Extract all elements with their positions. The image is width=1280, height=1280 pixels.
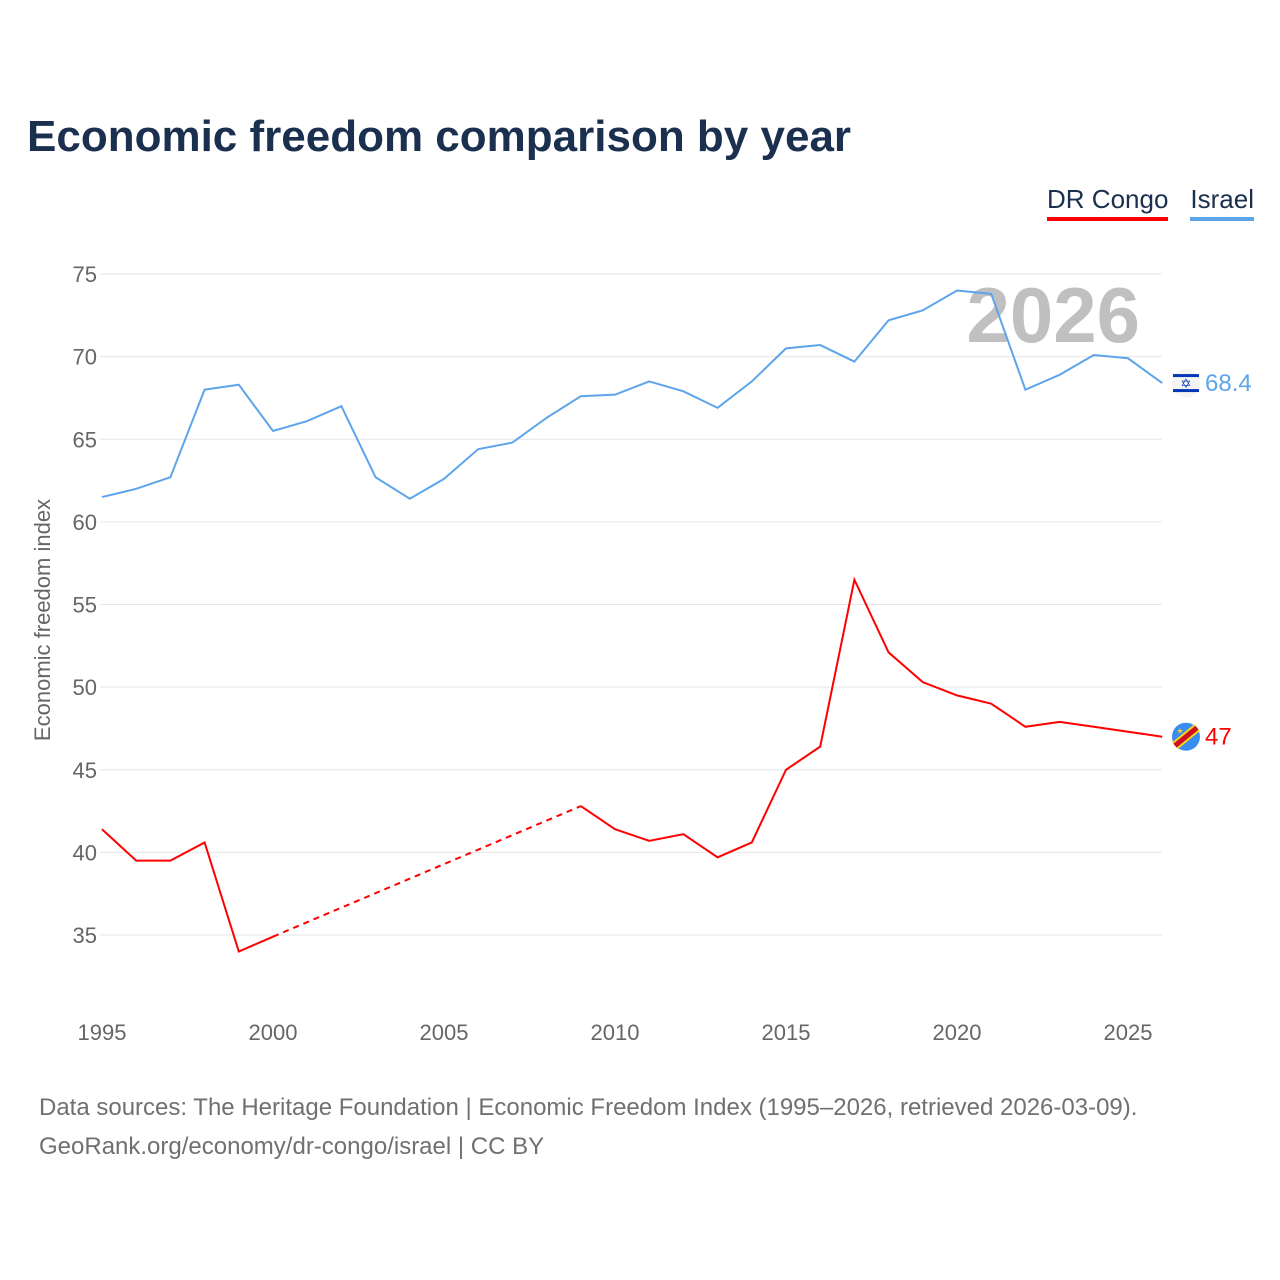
x-tick-label: 2015: [762, 1020, 811, 1045]
y-tick-label: 65: [73, 427, 97, 452]
y-tick-label: 35: [73, 923, 97, 948]
series-line-dr-congo: [580, 576, 1163, 859]
x-tick-label: 2000: [249, 1020, 298, 1045]
end-label-israel: 68.4: [1205, 370, 1252, 397]
year-watermark: 2026: [966, 271, 1140, 359]
flag-stripe: [1173, 374, 1199, 378]
flag-stripe: [1173, 389, 1199, 393]
source-link[interactable]: GeoRank.org/economy/dr-congo/israel | CC…: [39, 1133, 545, 1160]
footer: Data sources: The Heritage Foundation | …: [39, 1088, 1137, 1166]
legend-item-israel[interactable]: Israel: [1190, 184, 1254, 221]
source-text: Data sources: The Heritage Foundation | …: [39, 1094, 1138, 1121]
y-axis-label: Economic freedom index: [30, 499, 55, 741]
star-of-david: ✡: [1181, 376, 1192, 391]
y-tick-label: 50: [73, 675, 97, 700]
legend: DR Congo Israel: [1047, 184, 1254, 221]
x-tick-label: 2005: [420, 1020, 469, 1045]
y-tick-label: 75: [73, 262, 97, 287]
chart-title: Economic freedom comparison by year: [27, 112, 852, 161]
x-tick-label: 2025: [1104, 1020, 1153, 1045]
series-gap-dr-congo: [272, 805, 582, 938]
series-line-dr-congo: [101, 828, 274, 953]
dr-congo-flag-icon: ★: [1172, 722, 1200, 751]
y-tick-label: 70: [73, 345, 97, 370]
x-tick-label: 2020: [933, 1020, 982, 1045]
end-label-dr-congo: 47: [1205, 724, 1232, 751]
y-tick-label: 40: [73, 840, 97, 865]
flag-stripe: [1173, 725, 1199, 748]
series-line-israel: [101, 289, 1163, 500]
legend-item-dr-congo[interactable]: DR Congo: [1047, 184, 1169, 221]
israel-flag-icon: ✡: [1172, 369, 1200, 398]
flag-star: ★: [1176, 727, 1183, 736]
x-tick-label: 1995: [78, 1020, 127, 1045]
y-tick-label: 60: [73, 510, 97, 535]
x-tick-label: 2010: [591, 1020, 640, 1045]
y-tick-label: 55: [73, 593, 97, 618]
y-tick-label: 45: [73, 758, 97, 783]
